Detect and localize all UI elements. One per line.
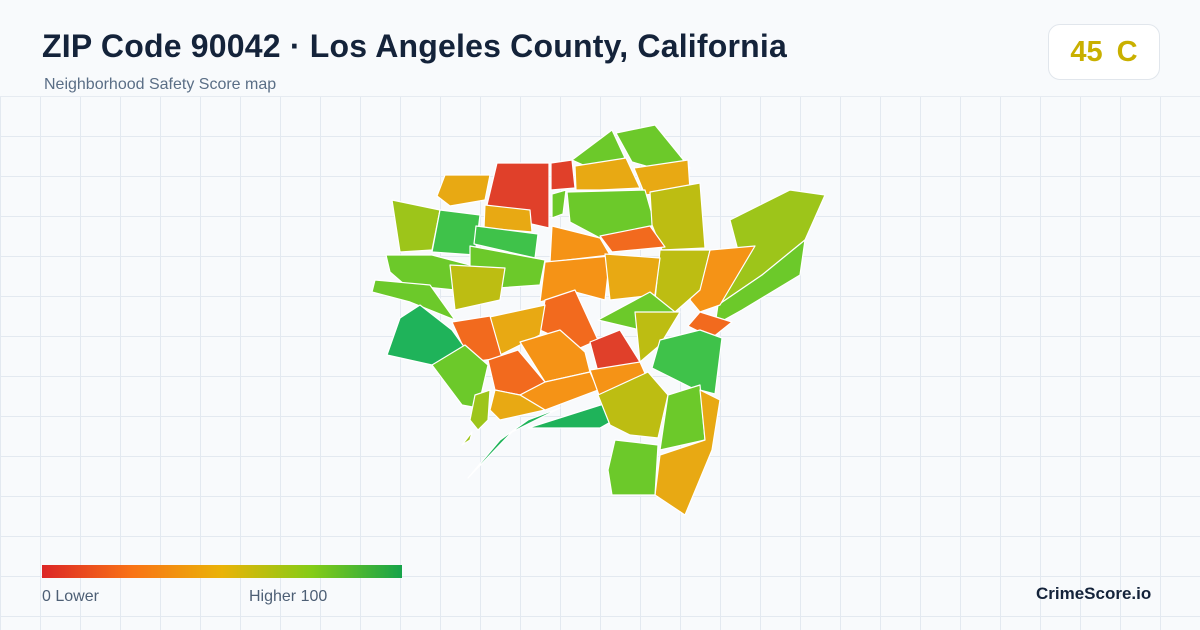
map-region — [607, 439, 659, 496]
map-region — [651, 329, 723, 395]
map-region — [539, 255, 611, 303]
map-region — [436, 174, 491, 207]
score-grade: C — [1116, 35, 1138, 68]
map-region — [604, 253, 661, 301]
score-value: 45 — [1070, 35, 1103, 68]
map-region — [597, 371, 669, 439]
map-region — [551, 189, 567, 219]
legend-high-label: Higher 100 — [249, 588, 328, 605]
map-region — [519, 329, 591, 383]
legend-gradient-bar — [42, 565, 402, 578]
map-region — [449, 264, 506, 311]
brand-logo[interactable]: CrimeScore.io — [1036, 584, 1152, 603]
map-region — [599, 225, 666, 253]
map-region — [649, 182, 706, 251]
map-region — [371, 279, 456, 321]
map-region — [654, 389, 721, 516]
map-region — [469, 389, 491, 431]
map-region — [391, 199, 441, 253]
map-region — [489, 389, 546, 421]
legend-low-label: 0 Lower — [42, 588, 99, 605]
map-region — [467, 407, 561, 479]
map-region — [461, 431, 473, 446]
map-region — [550, 159, 576, 191]
page-title: ZIP Code 90042 · Los Angeles County, Cal… — [42, 28, 787, 64]
page-subtitle: Neighborhood Safety Score map — [44, 76, 277, 93]
map-region — [574, 157, 641, 191]
map-region — [483, 204, 533, 233]
map-region — [431, 344, 489, 409]
header: ZIP Code 90042 · Los Angeles County, Cal… — [0, 0, 1200, 97]
safety-score-badge: 45 C — [1048, 24, 1160, 80]
